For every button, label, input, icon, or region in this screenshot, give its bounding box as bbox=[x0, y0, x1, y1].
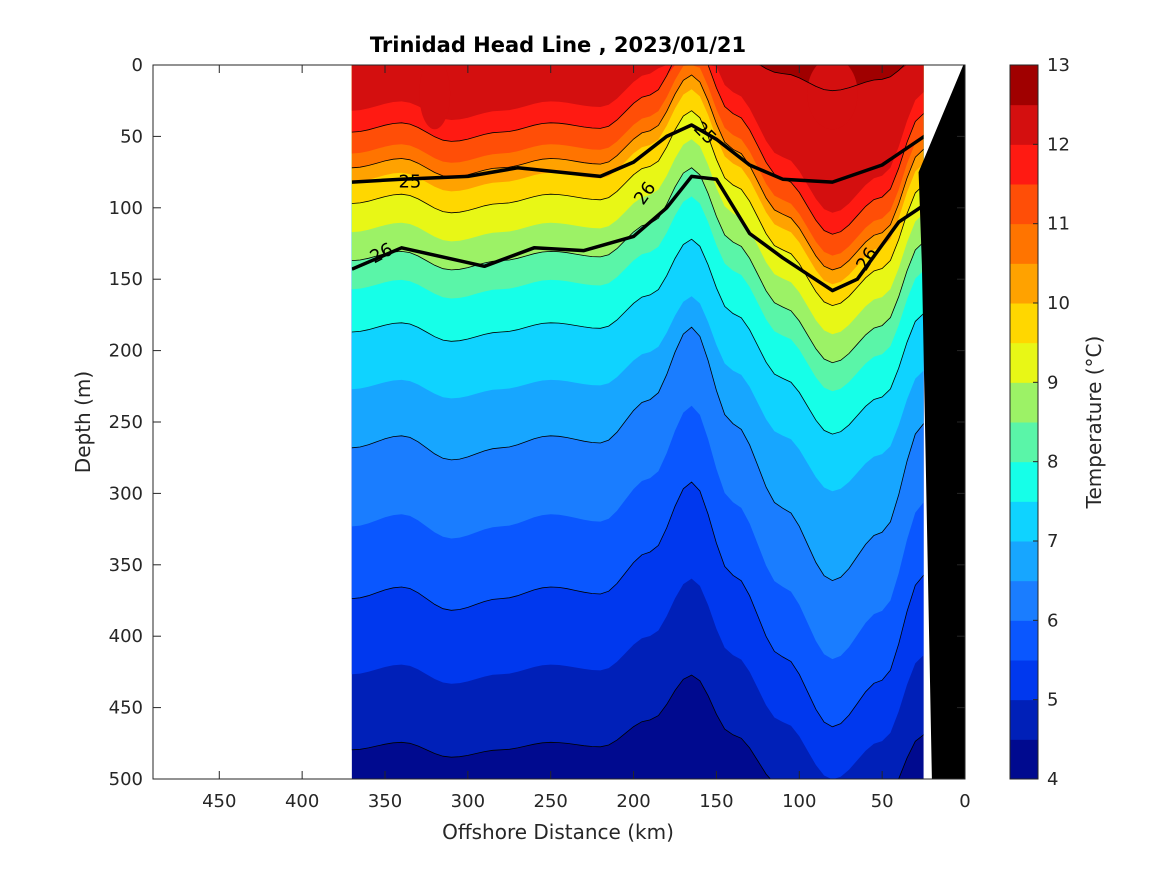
y-tick-label: 300 bbox=[109, 483, 143, 504]
density-contour-25 bbox=[351, 123, 924, 184]
density-label-text: 25 bbox=[398, 172, 421, 193]
y-tick-label: 500 bbox=[109, 769, 143, 790]
x-axis-label: Offshore Distance (km) bbox=[442, 820, 674, 844]
colorbar bbox=[1009, 64, 1039, 780]
isotherm-line bbox=[351, 326, 924, 582]
coastline-land bbox=[918, 65, 965, 779]
x-tick-label: 200 bbox=[616, 791, 650, 812]
colorbar-tick-label: 10 bbox=[1047, 293, 1070, 314]
isotherm-line bbox=[351, 674, 924, 779]
isotherm-line bbox=[759, 65, 905, 92]
colorbar-segment bbox=[1010, 501, 1038, 542]
colorbar-segment bbox=[1010, 223, 1038, 264]
colorbar-tick-label: 11 bbox=[1047, 214, 1070, 235]
colorbar-segment bbox=[1010, 65, 1038, 106]
colorbar-tick-label: 4 bbox=[1047, 769, 1058, 790]
isotherm-line bbox=[351, 167, 924, 364]
y-axis-ticks: 0 50 100 150 200 250 300 350 400 450 500 bbox=[109, 55, 965, 790]
colorbar-segment bbox=[1010, 422, 1038, 463]
x-tick-label: 250 bbox=[534, 791, 568, 812]
warm-core bbox=[419, 65, 451, 130]
colorbar-segment bbox=[1010, 303, 1038, 344]
colorbar-segment bbox=[1010, 104, 1038, 145]
colorbar-tick-label: 8 bbox=[1047, 452, 1058, 473]
y-axis-label: Depth (m) bbox=[71, 371, 95, 473]
colorbar-segment bbox=[1010, 541, 1038, 582]
temp-band bbox=[351, 65, 924, 91]
isotherm-line bbox=[351, 481, 924, 728]
x-tick-label: 100 bbox=[782, 791, 816, 812]
colorbar-tick-label: 13 bbox=[1047, 55, 1070, 76]
colorbar-segment bbox=[1010, 342, 1038, 383]
land-shelf bbox=[918, 65, 965, 779]
isotherm-line bbox=[351, 65, 924, 235]
y-tick-label: 250 bbox=[109, 412, 143, 433]
y-tick-label: 400 bbox=[109, 626, 143, 647]
y-tick-label: 200 bbox=[109, 341, 143, 362]
y-tick-label: 150 bbox=[109, 269, 143, 290]
colorbar-tick-label: 7 bbox=[1047, 531, 1058, 552]
colorbar-label: Temperature (°C) bbox=[1082, 336, 1106, 510]
x-tick-label: 0 bbox=[959, 791, 970, 812]
isotherm-line bbox=[351, 74, 924, 271]
colorbar-segment bbox=[1010, 144, 1038, 185]
colorbar-frame bbox=[1009, 64, 1039, 780]
colorbar-tick-label: 5 bbox=[1047, 690, 1058, 711]
y-tick-label: 450 bbox=[109, 698, 143, 719]
colorbar-segment bbox=[1010, 382, 1038, 423]
colorbar-segment bbox=[1010, 461, 1038, 502]
temperature-isolines bbox=[351, 65, 924, 779]
colorbar-tick-label: 12 bbox=[1047, 134, 1070, 155]
colorbar-segment bbox=[1010, 620, 1038, 661]
x-tick-label: 50 bbox=[871, 791, 894, 812]
colorbar-segment bbox=[1010, 580, 1038, 621]
colorbar-segment bbox=[1010, 184, 1038, 225]
colorbar-ticks: 4 5 6 7 8 9 10 11 12 13 bbox=[1033, 55, 1070, 790]
y-tick-label: 50 bbox=[120, 126, 143, 147]
x-tick-label: 450 bbox=[202, 791, 236, 812]
isotherm-line bbox=[351, 238, 924, 435]
colorbar-tick-label: 6 bbox=[1047, 610, 1058, 631]
x-tick-label: 400 bbox=[285, 791, 319, 812]
temperature-contour-fill bbox=[351, 65, 924, 779]
x-tick-label: 300 bbox=[451, 791, 485, 812]
temp-band bbox=[351, 65, 924, 213]
y-tick-label: 100 bbox=[109, 198, 143, 219]
colorbar-segment bbox=[1010, 739, 1038, 780]
y-tick-label: 0 bbox=[132, 55, 143, 76]
colorbar-segment bbox=[1010, 263, 1038, 304]
density-contours bbox=[351, 123, 924, 293]
warm-core bbox=[807, 65, 858, 130]
density-contour-26 bbox=[351, 174, 924, 293]
x-tick-label: 150 bbox=[699, 791, 733, 812]
x-axis-ticks: 450 400 350 300 250 200 150 100 50 0 bbox=[202, 65, 971, 812]
isotherm-line bbox=[351, 110, 924, 307]
colorbar-tick-label: 9 bbox=[1047, 372, 1058, 393]
density-label: 25 bbox=[398, 172, 421, 193]
x-tick-label: 350 bbox=[368, 791, 402, 812]
colorbar-segment bbox=[1010, 660, 1038, 701]
y-tick-label: 350 bbox=[109, 555, 143, 576]
chart-title: Trinidad Head Line , 2023/01/21 bbox=[370, 33, 746, 57]
colorbar-segment bbox=[1010, 699, 1038, 740]
